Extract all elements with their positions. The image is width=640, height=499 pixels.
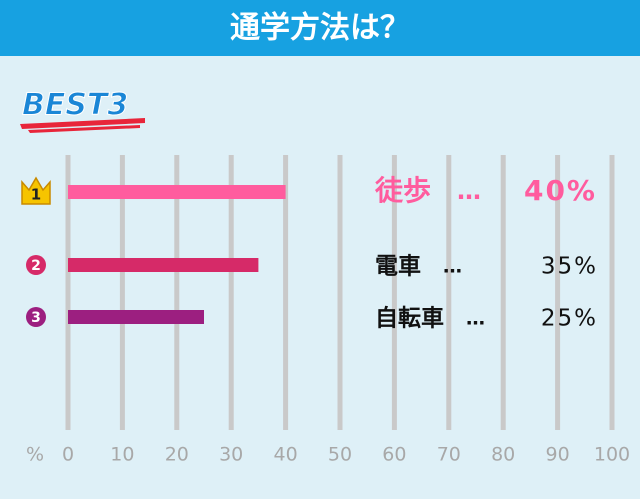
rank-label: 2 [31,258,41,274]
rank-label: 3 [31,310,41,326]
bar [68,310,204,324]
subtitle-underline [20,118,145,133]
x-tick-label: 70 [437,444,461,466]
title-bar [0,0,640,56]
bar [68,185,286,199]
bar [68,258,259,272]
x-axis-label: % [26,444,44,466]
x-tick-label: 20 [165,444,189,466]
rank-badge [26,307,46,327]
value-label: 40% [524,174,597,207]
separator: … [457,177,481,205]
separator: … [466,308,485,330]
rank-label: 1 [31,186,41,204]
chart-title: 通学方法は？ [230,11,410,46]
x-tick-label: 50 [328,444,352,466]
x-tick-label: 30 [219,444,243,466]
subtitle: BEST3 [22,88,128,123]
crown-badge [21,176,51,205]
x-tick-label: 40 [274,444,298,466]
value-label: 35% [541,254,598,280]
rank-badge [26,255,46,275]
x-tick-label: 100 [594,444,630,466]
x-tick-label: 80 [491,444,515,466]
category-label: 自転車 [375,305,444,332]
category-label: 電車 [375,254,421,280]
x-tick-label: 60 [382,444,406,466]
x-tick-label: 90 [546,444,570,466]
x-tick-label: 0 [62,444,74,466]
category-label: 徒歩 [374,174,431,207]
separator: … [443,256,462,278]
value-label: 25% [541,306,598,332]
x-tick-label: 10 [110,444,134,466]
